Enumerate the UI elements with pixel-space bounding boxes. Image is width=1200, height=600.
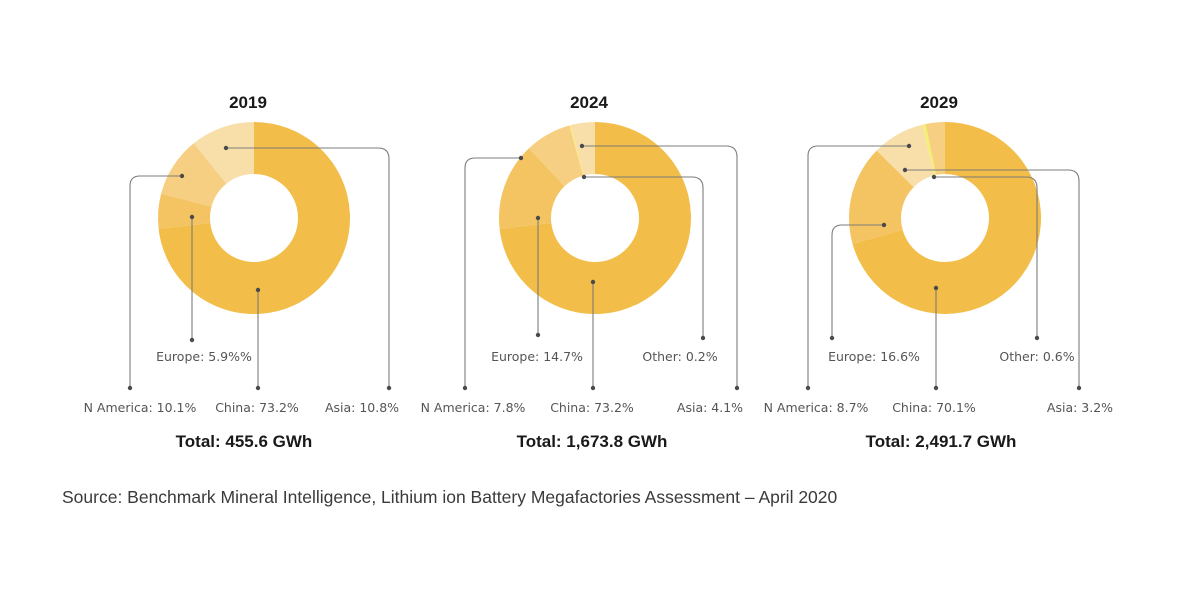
slice-label-asia: Asia: 4.1% xyxy=(677,400,743,415)
slice-label-europe: Europe: 16.6% xyxy=(828,349,920,364)
chart-total: Total: 2,491.7 GWh xyxy=(866,432,1017,451)
slice-europe xyxy=(849,150,914,244)
slice-label-other: Other: 0.2% xyxy=(642,349,717,364)
leader-line-asia xyxy=(905,169,1080,388)
leader-dot-n-america xyxy=(518,155,524,161)
leader-line-n-america xyxy=(464,157,521,388)
leader-line-n-america xyxy=(129,175,182,388)
slice-label-china: China: 73.2% xyxy=(215,400,299,415)
slice-label-europe: Europe: 5.9%% xyxy=(156,349,252,364)
leader-end-dot-n-america xyxy=(462,385,468,391)
leader-dot-n-america xyxy=(906,143,912,149)
slice-china xyxy=(158,122,351,315)
leader-dot-europe xyxy=(535,215,541,221)
source-note: Source: Benchmark Mineral Intelligence, … xyxy=(62,487,838,507)
leader-end-dot-china xyxy=(590,385,596,391)
leader-end-dot-n-america xyxy=(805,385,811,391)
donut-chart-2019: 2019 China: 73.2% Europe: 5.9%% N America: … xyxy=(84,93,400,451)
slice-europe xyxy=(158,193,212,229)
chart-title: 2019 xyxy=(229,93,267,112)
leader-line-europe xyxy=(831,224,884,338)
slice-n-america xyxy=(528,125,584,187)
slice-other xyxy=(922,123,937,176)
leader-dot-other xyxy=(931,174,937,180)
slice-label-n-america: N America: 10.1% xyxy=(84,400,197,415)
slice-asia xyxy=(193,122,254,184)
slice-label-china: China: 73.2% xyxy=(550,400,634,415)
leader-dot-asia xyxy=(579,143,585,149)
leader-dot-china xyxy=(255,287,261,293)
leader-dot-europe xyxy=(881,222,887,228)
leader-end-dot-other xyxy=(700,335,706,341)
leader-line-asia xyxy=(226,147,390,388)
leader-dot-china xyxy=(933,285,939,291)
leader-dot-asia xyxy=(223,145,229,151)
slice-n-america xyxy=(876,124,935,188)
chart-title: 2029 xyxy=(920,93,958,112)
leader-line-asia xyxy=(582,145,738,388)
slice-china xyxy=(499,122,691,315)
leader-dot-europe xyxy=(189,214,195,220)
leader-end-dot-europe xyxy=(189,337,195,343)
chart-total: Total: 1,673.8 GWh xyxy=(517,432,668,451)
slice-label-asia: Asia: 3.2% xyxy=(1047,400,1113,415)
chart-total: Total: 455.6 GWh xyxy=(176,432,313,451)
leader-end-dot-asia xyxy=(734,385,740,391)
leader-end-dot-europe xyxy=(829,335,835,341)
leader-end-dot-other xyxy=(1034,335,1040,341)
leader-end-dot-china xyxy=(933,385,939,391)
leader-dot-n-america xyxy=(179,173,185,179)
donut-charts: 2019 China: 73.2% Europe: 5.9%% N America: … xyxy=(84,93,1114,451)
slice-asia xyxy=(570,122,595,176)
slice-label-n-america: N America: 7.8% xyxy=(421,400,526,415)
donut-chart-2029: 2029 China: 70.1% Europe: 16.6% N America: … xyxy=(764,93,1114,451)
slice-europe xyxy=(499,148,565,229)
leader-end-dot-n-america xyxy=(127,385,133,391)
slice-label-asia: Asia: 10.8% xyxy=(325,400,399,415)
leader-end-dot-asia xyxy=(386,385,392,391)
donut-chart-2024: 2024 China: 73.2% Europe: 14.7% N America: … xyxy=(421,93,744,451)
slice-label-europe: Europe: 14.7% xyxy=(491,349,583,364)
leader-line-n-america xyxy=(807,145,909,388)
leader-end-dot-europe xyxy=(535,332,541,338)
leader-line-other xyxy=(584,176,704,338)
slice-asia xyxy=(925,122,945,175)
leader-end-dot-asia xyxy=(1076,385,1082,391)
slice-label-n-america: N America: 8.7% xyxy=(764,400,869,415)
slice-n-america xyxy=(161,143,227,207)
leader-dot-other xyxy=(581,174,587,180)
slice-label-china: China: 70.1% xyxy=(892,400,976,415)
leader-dot-china xyxy=(590,279,596,285)
slice-label-other: Other: 0.6% xyxy=(999,349,1074,364)
leader-end-dot-china xyxy=(255,385,261,391)
chart-title: 2024 xyxy=(570,93,608,112)
leader-line-other xyxy=(934,176,1038,338)
slice-other xyxy=(569,125,584,176)
leader-dot-asia xyxy=(902,167,908,173)
